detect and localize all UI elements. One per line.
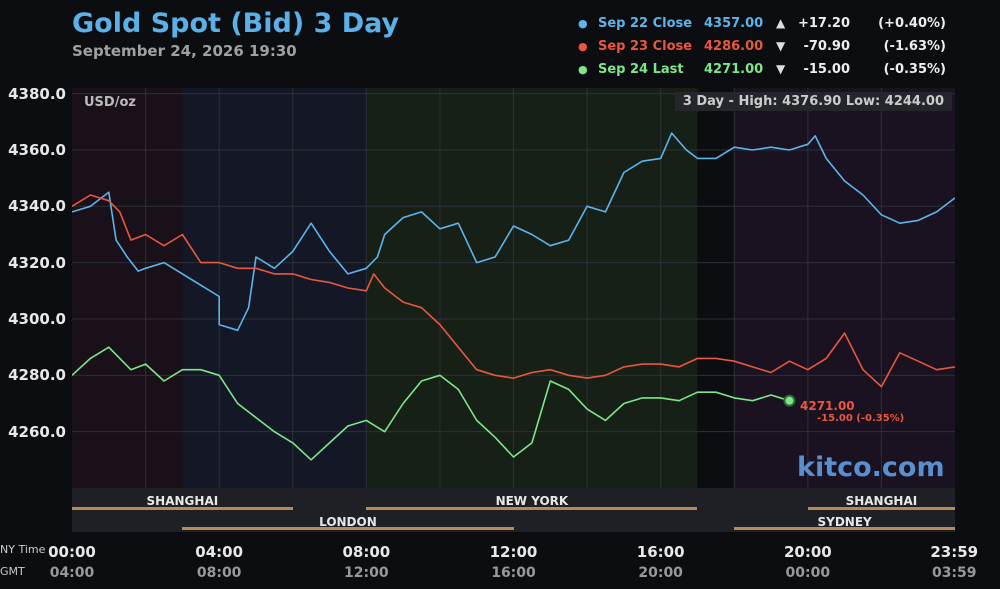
x-tick-label-ny: 16:00	[636, 543, 685, 561]
y-tick-label: 4260.0	[8, 422, 66, 441]
legend-price: 4271.00	[704, 62, 764, 77]
gmt-label: GMT	[0, 565, 25, 578]
legend-price: 4286.00	[704, 39, 764, 54]
session-strip	[72, 488, 955, 532]
session-band	[734, 88, 955, 488]
y-tick-label: 4340.0	[8, 197, 66, 216]
legend-dot-icon: ●	[578, 40, 588, 53]
legend-label: Sep 24 Last	[598, 62, 684, 77]
session-bar	[734, 527, 955, 530]
kitco-logo[interactable]: kitco.com	[797, 452, 945, 483]
legend-change: +17.20	[797, 16, 850, 31]
up-arrow-icon: ▲	[776, 16, 786, 30]
y-tick-label: 4380.0	[8, 84, 66, 103]
price-chart	[72, 88, 955, 488]
legend-dot-icon: ●	[578, 17, 588, 30]
x-tick-label-ny: 23:59	[930, 543, 979, 561]
legend-pct: (+0.40%)	[878, 16, 946, 31]
y-tick-label: 4300.0	[8, 309, 66, 328]
x-tick-label-gmt: 00:00	[785, 565, 831, 581]
legend-change: -15.00	[803, 62, 850, 77]
x-tick-label-gmt: 20:00	[638, 565, 683, 581]
legend-change: -70.90	[803, 39, 850, 54]
last-point-marker	[783, 394, 796, 407]
plot-area	[72, 88, 955, 488]
x-tick-label-gmt: 16:00	[491, 565, 536, 581]
session-band	[72, 88, 183, 488]
x-tick-label-gmt: 12:00	[344, 565, 389, 581]
legend-label: Sep 22 Close	[598, 16, 693, 31]
x-tick-label-ny: 00:00	[48, 543, 96, 561]
legend-price: 4357.00	[704, 16, 764, 31]
units-label: USD/oz	[84, 95, 136, 110]
x-tick-label-ny: 12:00	[489, 543, 538, 561]
x-tick-label-ny: 04:00	[195, 543, 244, 561]
down-arrow-icon: ▼	[776, 62, 786, 76]
session-label: SHANGHAI	[146, 494, 219, 508]
legend-pct: (-1.63%)	[883, 39, 946, 54]
session-label: SYDNEY	[817, 515, 872, 529]
session-bar	[366, 507, 698, 510]
x-tick-label-ny: 20:00	[783, 543, 832, 561]
session-band	[182, 88, 367, 488]
x-tick-label-gmt: 03:59	[931, 565, 977, 581]
high-low-box: 3 Day - High: 4376.90 Low: 4244.00	[674, 92, 952, 111]
session-label: LONDON	[319, 515, 377, 529]
session-bar	[72, 507, 293, 510]
series-line	[72, 132, 955, 332]
session-band	[366, 88, 698, 488]
legend-pct: (-0.35%)	[883, 62, 946, 77]
session-label: SHANGHAI	[845, 494, 918, 508]
y-tick-label: 4360.0	[8, 140, 66, 159]
series-line	[72, 194, 955, 388]
session-band	[697, 88, 735, 488]
last-change-label: -15.00 (-0.35%)	[817, 413, 905, 424]
legend-dot-icon: ●	[578, 63, 588, 76]
x-tick-label-gmt: 04:00	[49, 565, 95, 581]
y-tick-label: 4280.0	[8, 366, 66, 385]
x-tick-label-ny: 08:00	[342, 543, 391, 561]
last-price-label: 4271.00	[800, 399, 855, 413]
ny-time-label: NY Time	[0, 543, 46, 556]
legend-label: Sep 23 Close	[598, 39, 693, 54]
session-bar	[807, 507, 955, 510]
down-arrow-icon: ▼	[776, 39, 786, 53]
chart-title: Gold Spot (Bid) 3 Day	[72, 8, 400, 39]
series-line	[72, 346, 790, 461]
y-tick-label: 4320.0	[8, 253, 66, 272]
chart-date: September 24, 2026 19:30	[72, 42, 297, 60]
session-bar	[182, 527, 514, 530]
session-label: NEW YORK	[495, 494, 569, 508]
x-tick-label-gmt: 08:00	[196, 565, 242, 581]
